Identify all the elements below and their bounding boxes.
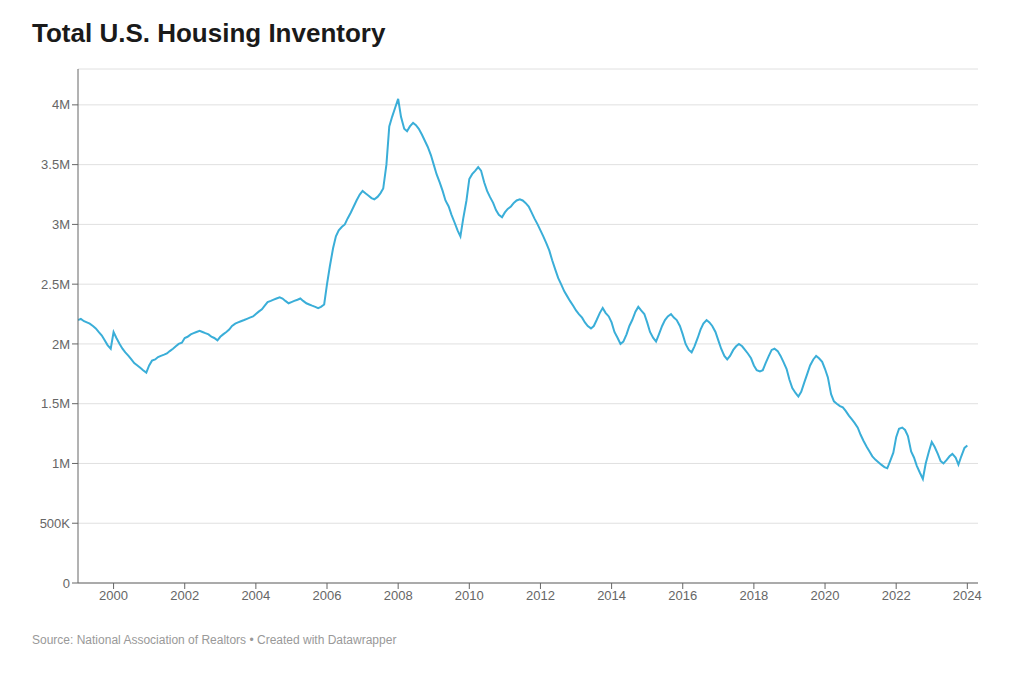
html-text:Source: National Association o: Source: National Association of Realtors… [32, 633, 397, 647]
svg-text:2.5M: 2.5M [41, 277, 70, 292]
svg-text:2012: 2012 [526, 588, 555, 603]
svg-text:2004: 2004 [241, 588, 270, 603]
svg-text:500K: 500K [40, 516, 71, 531]
svg-text:2018: 2018 [739, 588, 768, 603]
svg-text:2008: 2008 [384, 588, 413, 603]
svg-text:2014: 2014 [597, 588, 626, 603]
svg-text:2M: 2M [52, 337, 70, 352]
svg-text:2002: 2002 [170, 588, 199, 603]
svg-text:2024: 2024 [953, 588, 982, 603]
svg-text:2020: 2020 [811, 588, 840, 603]
svg-text:1.5M: 1.5M [41, 396, 70, 411]
svg-text:2006: 2006 [313, 588, 342, 603]
svg-text:2016: 2016 [668, 588, 697, 603]
svg-text:4M: 4M [52, 97, 70, 112]
svg-text:2000: 2000 [99, 588, 128, 603]
svg-text:3.5M: 3.5M [41, 157, 70, 172]
svg-text:1M: 1M [52, 456, 70, 471]
svg-text:0: 0 [63, 576, 70, 591]
svg-text:2022: 2022 [882, 588, 911, 603]
svg-text:3M: 3M [52, 217, 70, 232]
svg-text:2010: 2010 [455, 588, 484, 603]
html-text:Total U.S. Housing Inventory: Total U.S. Housing Inventory [32, 18, 386, 48]
